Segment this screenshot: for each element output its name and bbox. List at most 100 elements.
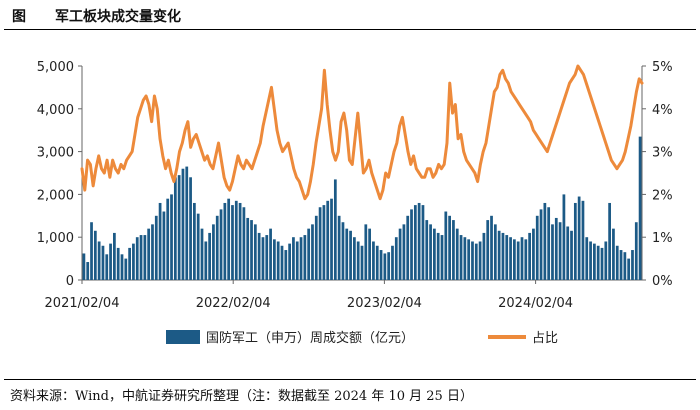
volume-bar (273, 239, 276, 280)
volume-bar (250, 220, 253, 280)
volume-bar (120, 254, 124, 280)
volume-bar (459, 235, 463, 280)
volume-bar (474, 243, 478, 280)
volume-bar (501, 232, 505, 280)
volume-bar (97, 241, 101, 280)
volume-bar (547, 207, 551, 280)
volume-bar (173, 177, 177, 280)
volume-bar (208, 232, 211, 280)
ratio-line (80, 64, 644, 201)
volume-bar (215, 215, 219, 280)
volume-bar (303, 235, 307, 280)
volume-bar (128, 247, 131, 280)
volume-bar (410, 209, 413, 280)
legend-bar-swatch (166, 330, 200, 344)
volume-bar (265, 235, 269, 280)
volume-bar (516, 241, 520, 280)
volume-bar (634, 222, 638, 280)
volume-bar (589, 241, 592, 280)
volume-bar (253, 224, 257, 280)
volume-bar (139, 235, 143, 280)
y-left-tick-label: 5,000 (37, 60, 74, 75)
volume-bar (379, 250, 383, 280)
volume-bar (326, 200, 330, 280)
y-left-tick-label: 1,000 (37, 231, 74, 246)
volume-bar (204, 241, 208, 280)
volume-bar (375, 245, 379, 280)
source-note: 资料来源：Wind，中航证券研究所整理（注：数据截至 2024 年 10 月 2… (10, 389, 473, 404)
volume-bar (143, 235, 147, 280)
title-divider (4, 29, 696, 30)
volume-bar (314, 215, 318, 280)
x-tick-label: 2023/02/04 (347, 296, 422, 311)
volume-bar (116, 247, 120, 280)
volume-bar (82, 253, 86, 280)
volume-bar (627, 258, 631, 280)
volume-bar (440, 235, 444, 280)
volume-bar (619, 250, 623, 280)
volume-bar (467, 239, 471, 280)
volume-bar (570, 230, 573, 280)
volume-bar (234, 200, 238, 280)
volume-bar (200, 228, 204, 280)
volume-bar (261, 237, 265, 280)
volume-bar (360, 245, 364, 280)
volume-bar (372, 241, 375, 280)
volume-bar (444, 211, 448, 280)
legend-bar-label: 国防军工（申万）周成交额（亿元） (206, 330, 414, 346)
volume-bar (189, 177, 192, 280)
volume-bar (356, 241, 360, 280)
x-tick-label: 2022/02/04 (196, 296, 271, 311)
volume-bar (101, 245, 105, 280)
volume-bar (448, 215, 451, 280)
y-left-tick-label: 0 (66, 274, 74, 289)
volume-bar (539, 209, 543, 280)
volume-bar (364, 224, 368, 280)
volume-bar (608, 202, 611, 280)
y-left-tick-label: 4,000 (37, 103, 74, 118)
volume-bar (292, 237, 295, 280)
volume-bar (493, 224, 497, 280)
volume-bar (482, 232, 486, 280)
volume-bar (593, 243, 596, 280)
volume-bar (181, 168, 185, 280)
volume-bar (623, 252, 627, 280)
volume-bar (307, 228, 311, 280)
title-bar: 图 军工板块成交量变化 (0, 0, 700, 28)
volume-bar (604, 241, 608, 280)
volume-bar (612, 228, 615, 280)
y-left-tick-label: 2,000 (37, 188, 74, 203)
volume-bar (577, 196, 581, 280)
volume-bar (86, 262, 90, 280)
volume-bar (333, 179, 337, 280)
volume-bar (299, 237, 303, 280)
chart-area: 0 1,000 2,000 3,000 4,000 5,000 0% 1% 2% 3% 4% 5% 20… (37, 60, 673, 346)
volume-bar (528, 232, 531, 280)
volume-bar (436, 232, 440, 280)
volume-bar (311, 224, 314, 280)
volume-bar (219, 209, 223, 280)
volume-bar (600, 247, 604, 280)
x-tick-label: 2021/02/04 (45, 296, 120, 311)
legend-line-label: 占比 (532, 331, 558, 346)
volume-bar (257, 232, 261, 280)
volume-bar (505, 235, 509, 280)
volume-bar (132, 243, 135, 280)
volume-bar (554, 217, 558, 280)
volume-bar (242, 207, 246, 280)
volume-bar (322, 205, 326, 280)
y-left-tick-label: 3,000 (37, 146, 74, 161)
volume-bar (295, 241, 299, 280)
volume-bar (413, 205, 417, 280)
volume-bar (425, 220, 429, 280)
source-divider (4, 379, 696, 380)
volume-bar (509, 237, 512, 280)
volume-bar (284, 250, 288, 280)
volume-bar (276, 241, 280, 280)
volume-bar (223, 202, 227, 280)
volume-bar (455, 228, 459, 280)
volume-bar (573, 202, 577, 280)
chart-title: 军工板块成交量变化 (55, 9, 181, 25)
volume-bar (246, 217, 250, 280)
volume-bar (147, 228, 151, 280)
